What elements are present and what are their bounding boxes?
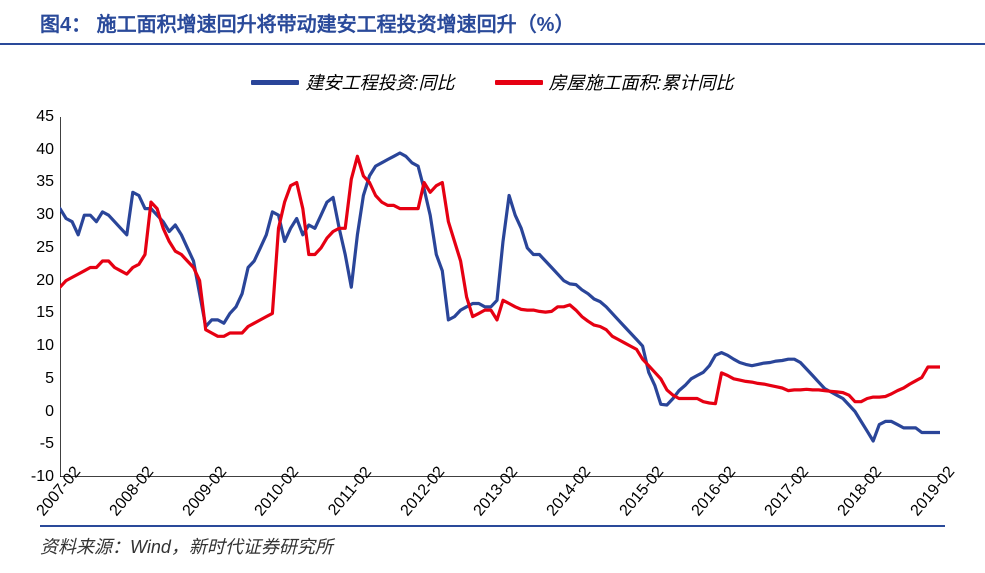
source-text: 资料来源：Wind，新时代证券研究所 [40, 537, 333, 557]
legend-label-s1: 建安工程投资:同比 [305, 69, 454, 95]
y-tick-label: 15 [36, 304, 54, 322]
y-tick-label: 25 [36, 239, 54, 257]
legend: 建安工程投资:同比 房屋施工面积:累计同比 [0, 45, 985, 107]
chart-area: -10-50510152025303540452007-022008-02200… [60, 117, 940, 477]
y-tick-label: 40 [36, 141, 54, 159]
source-row: 资料来源：Wind，新时代证券研究所 [40, 525, 945, 559]
y-tick-label: 10 [36, 337, 54, 355]
y-tick-label: 35 [36, 173, 54, 191]
legend-swatch-s1 [251, 80, 299, 85]
figure-title-row: 图4： 施工面积增速回升将带动建安工程投资增速回升（%） [0, 0, 985, 45]
legend-label-s2: 房屋施工面积:累计同比 [549, 69, 734, 95]
y-tick-label: -10 [31, 468, 54, 486]
legend-item-s2: 房屋施工面积:累计同比 [495, 69, 734, 95]
y-tick-label: 5 [45, 370, 54, 388]
y-tick-label: 30 [36, 206, 54, 224]
chart-svg [60, 117, 940, 477]
y-tick-label: 0 [45, 403, 54, 421]
legend-item-s1: 建安工程投资:同比 [251, 69, 454, 95]
y-tick-label: 45 [36, 108, 54, 126]
figure-title: 图4： 施工面积增速回升将带动建安工程投资增速回升（%） [40, 8, 574, 37]
y-tick-label: 20 [36, 272, 54, 290]
y-tick-label: -5 [40, 435, 54, 453]
legend-swatch-s2 [495, 80, 543, 85]
